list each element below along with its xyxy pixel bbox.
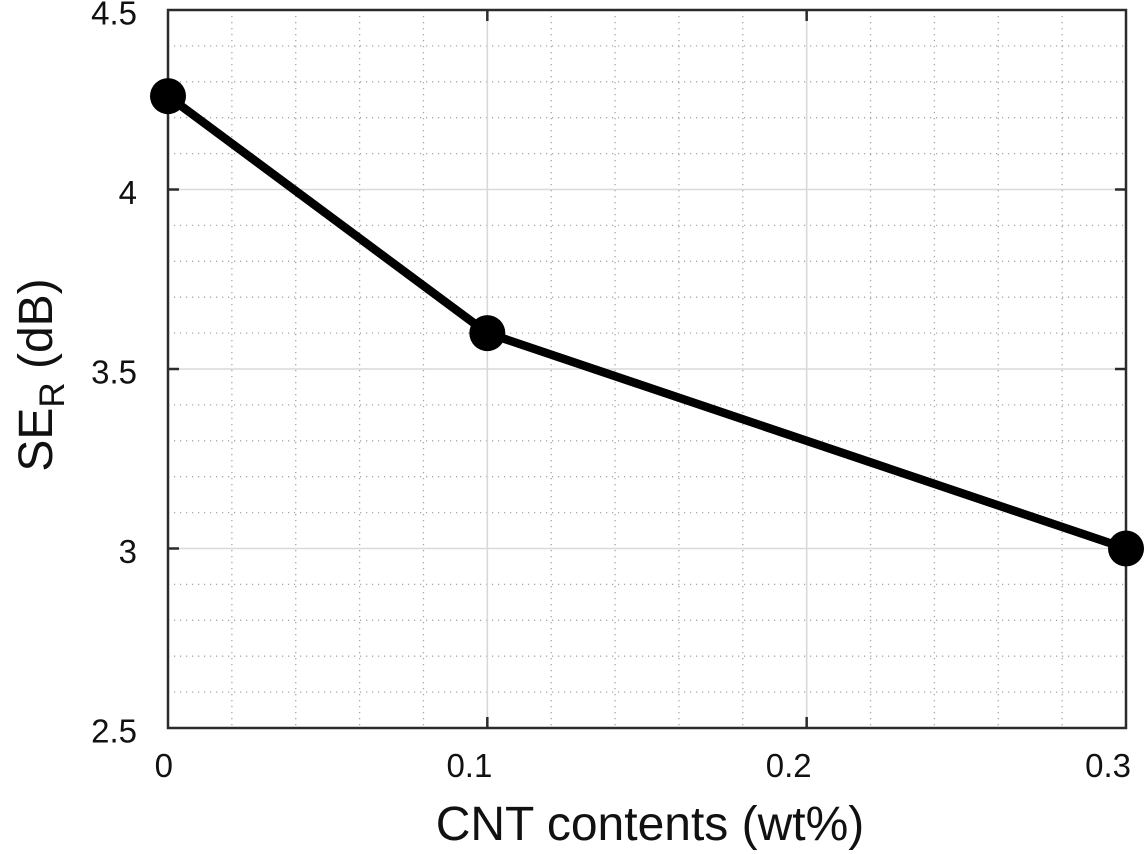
y-axis-title: SER (dB): [10, 278, 72, 471]
x-tick-label-0.2: 0.2: [766, 747, 812, 784]
y-tick-label-3.5: 3.5: [91, 354, 137, 391]
x-tick-label-0: 0: [155, 747, 173, 784]
y-tick-label-4: 4: [119, 174, 137, 211]
data-line: [163, 91, 1131, 553]
data-point-marker: [150, 78, 186, 115]
x-axis-title: CNT contents (wt%): [436, 798, 865, 851]
y-tick-label-4.5: 4.5: [91, 0, 137, 32]
data-point-marker: [469, 315, 506, 352]
x-tick-label-0.1: 0.1: [446, 747, 492, 784]
y-tick-label-3: 3: [119, 533, 137, 570]
x-tick-label-0.3: 0.3: [1085, 747, 1131, 784]
data-point-marker: [1108, 530, 1144, 567]
y-tick-label-2.5: 2.5: [91, 713, 137, 750]
